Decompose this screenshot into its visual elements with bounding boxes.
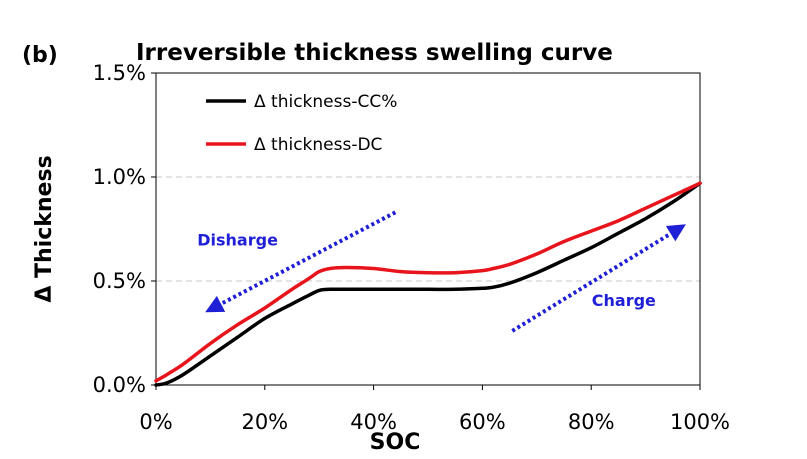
series-line-cc <box>154 181 702 387</box>
x-axis-ticks: 0% 20% 40% 60% 80% 100% <box>139 385 730 434</box>
x-axis-title: SOC <box>370 430 421 455</box>
y-tick-label-3: 1.5% <box>93 61 146 85</box>
y-tick-label-1: 0.5% <box>93 269 146 293</box>
plot-area-frame <box>155 72 701 386</box>
series-line-dc <box>154 181 702 383</box>
y-tick-label-0: 0.0% <box>93 373 146 397</box>
x-tick-label-5: 100% <box>670 410 730 434</box>
x-tick-label-4: 80% <box>568 410 615 434</box>
x-tick-label-2: 40% <box>350 410 397 434</box>
legend-label-cc: Δ thickness-CC% <box>254 92 397 112</box>
legend-label-dc: Δ thickness-DC <box>254 135 382 155</box>
charge-label: Charge <box>592 291 656 310</box>
annotations: Disharge Charge <box>197 210 686 333</box>
discharge-label: Disharge <box>197 231 278 250</box>
chart-title: Irreversible thickness swelling curve <box>136 40 613 66</box>
x-tick-label-3: 60% <box>459 410 506 434</box>
charge-arrow <box>511 224 686 333</box>
y-tick-label-2: 1.0% <box>93 165 146 189</box>
series-lines <box>154 181 702 387</box>
x-tick-label-1: 20% <box>241 410 288 434</box>
panel-label: (b) <box>22 43 58 68</box>
discharge-arrow <box>205 210 397 313</box>
legend: Δ thickness-CC% Δ thickness-DC <box>206 92 397 155</box>
gridlines <box>156 176 700 282</box>
y-axis-ticks: 0.0% 0.5% 1.0% 1.5% <box>93 61 156 397</box>
y-axis-title: Δ Thickness <box>32 155 57 302</box>
x-tick-label-0: 0% <box>139 410 172 434</box>
